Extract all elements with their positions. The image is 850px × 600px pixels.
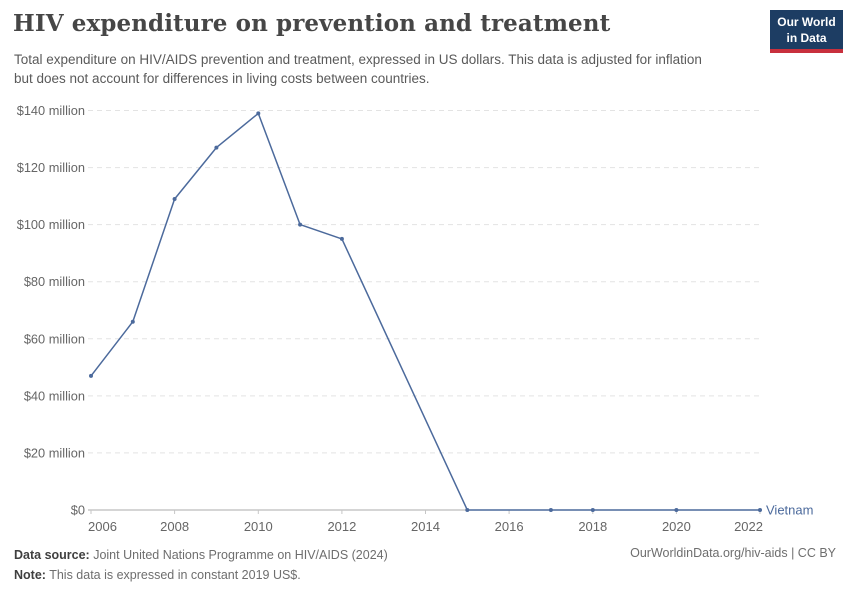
data-point[interactable] bbox=[130, 319, 135, 324]
data-point[interactable] bbox=[298, 222, 303, 227]
data-point[interactable] bbox=[590, 508, 595, 512]
x-axis-tick-label: 2014 bbox=[411, 519, 440, 534]
x-axis-tick-label: 2020 bbox=[662, 519, 691, 534]
y-axis-tick-label: $0 bbox=[71, 503, 85, 518]
x-axis-tick-label: 2006 bbox=[88, 519, 117, 534]
source-label: Data source: bbox=[14, 548, 90, 562]
data-line-vietnam[interactable] bbox=[90, 112, 760, 511]
owid-logo-line2: in Data bbox=[786, 30, 827, 45]
owid-logo: Our World in Data bbox=[770, 10, 843, 53]
footer-citation-link[interactable]: OurWorldinData.org/hiv-aids | CC BY bbox=[630, 546, 836, 560]
chart-subtitle: Total expenditure on HIV/AIDS prevention… bbox=[14, 52, 702, 86]
y-axis-tick-label: $40 million bbox=[24, 388, 85, 403]
data-point[interactable] bbox=[465, 508, 470, 512]
y-axis-tick-label: $60 million bbox=[24, 331, 85, 346]
y-axis-tick-label: $80 million bbox=[24, 274, 85, 289]
page-title: HIV expenditure on prevention and treatm… bbox=[13, 10, 611, 37]
data-point[interactable] bbox=[89, 373, 93, 378]
x-axis-tick-label: 2018 bbox=[578, 519, 607, 534]
data-point[interactable] bbox=[548, 508, 553, 512]
source-text: Joint United Nations Programme on HIV/AI… bbox=[89, 548, 388, 562]
data-point[interactable] bbox=[172, 197, 177, 201]
y-axis-tick-label: $120 million bbox=[17, 160, 85, 175]
data-point[interactable] bbox=[339, 236, 344, 241]
entity-label[interactable]: Vietnam bbox=[766, 503, 813, 518]
y-axis-tick-label: $140 million bbox=[17, 103, 85, 118]
data-point[interactable] bbox=[256, 111, 261, 116]
note-text: This data is expressed in constant 2019 … bbox=[45, 568, 301, 583]
x-axis-tick-label: 2012 bbox=[327, 519, 356, 534]
source-line: Data source: Joint United Nations Progra… bbox=[14, 545, 388, 565]
y-axis-tick-label: $100 million bbox=[17, 217, 85, 232]
x-axis-tick-label: 2008 bbox=[160, 519, 189, 534]
y-axis-tick-label: $20 million bbox=[24, 445, 85, 460]
x-axis-tick-label: 2016 bbox=[495, 519, 524, 534]
data-point[interactable] bbox=[758, 508, 762, 512]
x-axis-tick-label: 2022 bbox=[734, 519, 763, 534]
data-point[interactable] bbox=[214, 145, 219, 150]
note-line: Note: This data is expressed in constant… bbox=[14, 565, 388, 585]
footer-source-note: Data source: Joint United Nations Progra… bbox=[14, 545, 388, 586]
data-point[interactable] bbox=[674, 508, 679, 512]
note-label: Note: bbox=[14, 568, 46, 583]
x-axis-tick-label: 2010 bbox=[244, 519, 273, 534]
owid-logo-line1: Our World bbox=[777, 15, 836, 29]
